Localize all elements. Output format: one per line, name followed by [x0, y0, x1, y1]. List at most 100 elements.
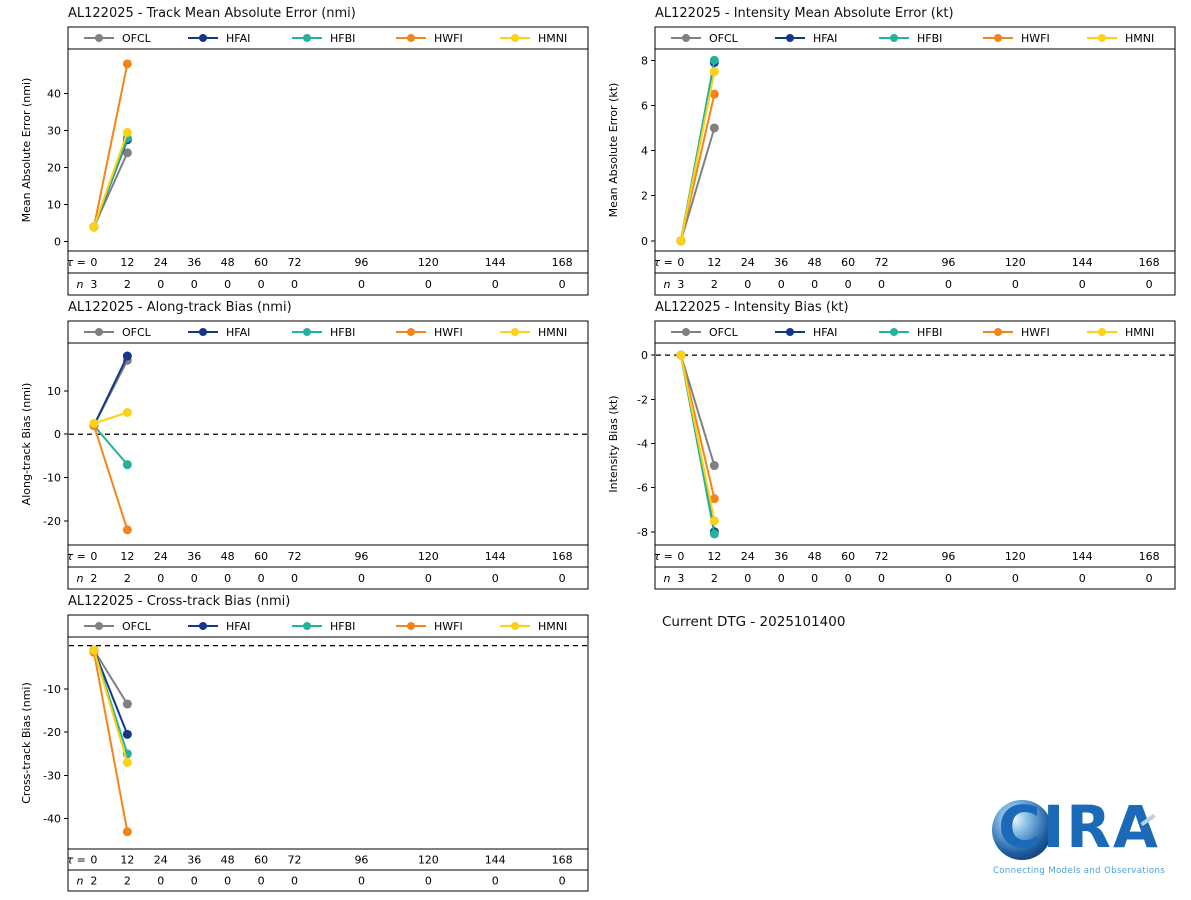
- svg-text:36: 36: [187, 550, 201, 563]
- svg-text:72: 72: [288, 256, 302, 269]
- svg-text:HFAI: HFAI: [813, 32, 837, 45]
- svg-text:60: 60: [841, 550, 855, 563]
- svg-text:0: 0: [258, 572, 265, 585]
- svg-text:0: 0: [425, 875, 432, 888]
- svg-text:36: 36: [187, 854, 201, 867]
- svg-text:0: 0: [157, 875, 164, 888]
- svg-text:0: 0: [1012, 278, 1019, 291]
- svg-text:120: 120: [418, 854, 439, 867]
- svg-text:48: 48: [808, 550, 822, 563]
- svg-text:72: 72: [288, 854, 302, 867]
- svg-text:8: 8: [641, 54, 648, 67]
- svg-text:0: 0: [559, 572, 566, 585]
- svg-text:4: 4: [641, 145, 648, 158]
- svg-text:0: 0: [90, 854, 97, 867]
- svg-text:OFCL: OFCL: [709, 326, 739, 339]
- svg-text:-8: -8: [637, 526, 648, 539]
- svg-text:τ =: τ =: [67, 256, 86, 269]
- svg-text:OFCL: OFCL: [122, 32, 152, 45]
- svg-text:HFBI: HFBI: [330, 620, 355, 633]
- svg-text:168: 168: [552, 256, 573, 269]
- svg-text:144: 144: [485, 550, 506, 563]
- chart-track-mae: AL122025 - Track Mean Absolute Error (nm…: [8, 6, 604, 300]
- svg-text:OFCL: OFCL: [122, 326, 152, 339]
- svg-text:τ =: τ =: [67, 854, 86, 867]
- svg-text:-4: -4: [637, 437, 648, 450]
- svg-text:HWFI: HWFI: [434, 32, 463, 45]
- svg-text:12: 12: [120, 550, 134, 563]
- svg-text:144: 144: [1072, 256, 1093, 269]
- svg-text:τ =: τ =: [654, 256, 673, 269]
- svg-text:144: 144: [485, 854, 506, 867]
- svg-text:12: 12: [120, 256, 134, 269]
- chart-title-intensity-mae: AL122025 - Intensity Mean Absolute Error…: [655, 6, 954, 21]
- svg-text:168: 168: [552, 854, 573, 867]
- cira-logo: CIRA Connecting Models and Observations: [986, 792, 1172, 890]
- svg-text:24: 24: [741, 550, 755, 563]
- svg-text:12: 12: [120, 854, 134, 867]
- chart-title-cross-track-bias: AL122025 - Cross-track Bias (nmi): [68, 594, 291, 609]
- svg-text:HMNI: HMNI: [1125, 32, 1154, 45]
- svg-text:0: 0: [492, 278, 499, 291]
- svg-text:-20: -20: [43, 726, 61, 739]
- svg-text:n: n: [664, 572, 671, 585]
- svg-text:60: 60: [841, 256, 855, 269]
- svg-text:0: 0: [291, 875, 298, 888]
- svg-text:0: 0: [641, 235, 648, 248]
- svg-text:0: 0: [358, 572, 365, 585]
- svg-text:0: 0: [258, 278, 265, 291]
- svg-text:120: 120: [1005, 256, 1026, 269]
- svg-text:60: 60: [254, 854, 268, 867]
- svg-text:0: 0: [677, 256, 684, 269]
- svg-text:0: 0: [224, 572, 231, 585]
- svg-text:24: 24: [154, 256, 168, 269]
- svg-text:0: 0: [1146, 572, 1153, 585]
- chart-intensity-mae: AL122025 - Intensity Mean Absolute Error…: [595, 6, 1191, 300]
- svg-text:60: 60: [254, 550, 268, 563]
- svg-text:0: 0: [778, 572, 785, 585]
- cira-globe-icon: [992, 800, 1052, 860]
- svg-text:-20: -20: [43, 515, 61, 528]
- svg-text:0: 0: [1079, 572, 1086, 585]
- svg-text:20: 20: [47, 162, 61, 175]
- svg-text:0: 0: [845, 278, 852, 291]
- cira-wordmark: CIRA: [998, 793, 1160, 861]
- svg-text:τ =: τ =: [67, 550, 86, 563]
- svg-text:48: 48: [808, 256, 822, 269]
- svg-text:HFBI: HFBI: [917, 326, 942, 339]
- svg-text:0: 0: [559, 278, 566, 291]
- svg-text:168: 168: [552, 550, 573, 563]
- svg-text:-40: -40: [43, 813, 61, 826]
- svg-text:Along-track Bias (nmi): Along-track Bias (nmi): [20, 383, 33, 506]
- svg-text:HMNI: HMNI: [538, 620, 567, 633]
- svg-text:24: 24: [154, 550, 168, 563]
- svg-text:72: 72: [875, 256, 889, 269]
- svg-text:144: 144: [485, 256, 506, 269]
- svg-text:HFAI: HFAI: [226, 620, 250, 633]
- svg-text:2: 2: [124, 572, 131, 585]
- svg-text:Mean Absolute Error (nmi): Mean Absolute Error (nmi): [20, 78, 33, 223]
- svg-text:2: 2: [90, 572, 97, 585]
- svg-text:2: 2: [711, 278, 718, 291]
- chart-intensity-bias: AL122025 - Intensity Bias (kt) OFCL HFAI H…: [595, 300, 1191, 594]
- svg-text:0: 0: [54, 428, 61, 441]
- svg-text:0: 0: [224, 278, 231, 291]
- svg-text:96: 96: [941, 550, 955, 563]
- svg-text:2: 2: [124, 278, 131, 291]
- svg-text:HFBI: HFBI: [330, 326, 355, 339]
- chart-title-track-mae: AL122025 - Track Mean Absolute Error (nm…: [68, 6, 356, 21]
- svg-text:120: 120: [418, 550, 439, 563]
- svg-text:Mean Absolute Error (kt): Mean Absolute Error (kt): [607, 83, 620, 218]
- svg-text:Cross-track Bias (nmi): Cross-track Bias (nmi): [20, 682, 33, 804]
- svg-text:10: 10: [47, 385, 61, 398]
- svg-text:0: 0: [945, 572, 952, 585]
- svg-text:3: 3: [677, 278, 684, 291]
- svg-text:0: 0: [845, 572, 852, 585]
- svg-text:96: 96: [354, 256, 368, 269]
- svg-text:HFAI: HFAI: [226, 326, 250, 339]
- svg-text:-2: -2: [637, 393, 648, 406]
- svg-text:0: 0: [258, 875, 265, 888]
- svg-text:2: 2: [711, 572, 718, 585]
- svg-text:OFCL: OFCL: [122, 620, 152, 633]
